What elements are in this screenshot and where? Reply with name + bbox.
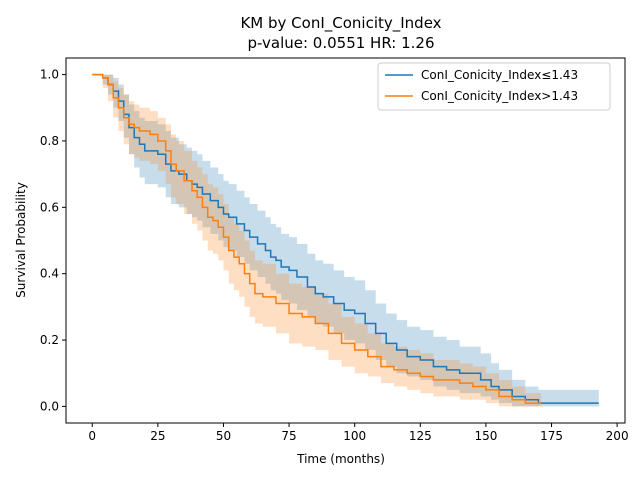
x-axis-ticks: 0 25 50 75 100 125 150 175 200 bbox=[88, 423, 629, 443]
y-axis-label: Survival Probability bbox=[14, 182, 28, 298]
x-tick-label: 25 bbox=[150, 429, 165, 443]
x-tick-label: 100 bbox=[343, 429, 366, 443]
km-curve-series-1 bbox=[92, 73, 542, 404]
legend-entry-series-1: ConI_Conicity_Index>1.43 bbox=[421, 89, 578, 103]
x-tick-label: 125 bbox=[409, 429, 432, 443]
x-tick-label: 75 bbox=[281, 429, 296, 443]
ci-band-series-0 bbox=[92, 74, 599, 407]
x-tick-label: 0 bbox=[88, 429, 96, 443]
x-tick-label: 175 bbox=[540, 429, 563, 443]
legend-box bbox=[377, 62, 611, 111]
km-curve-series-0 bbox=[92, 73, 599, 404]
y-tick-label: 1.0 bbox=[40, 68, 59, 82]
y-tick-label: 0.0 bbox=[40, 399, 59, 413]
confidence-bands bbox=[92, 74, 599, 407]
plot-area bbox=[92, 73, 599, 407]
x-tick-label: 50 bbox=[216, 429, 231, 443]
legend: ConI_Conicity_Index≤1.43 ConI_Conicity_I… bbox=[377, 62, 611, 111]
ci-band-series-1 bbox=[92, 74, 542, 407]
y-tick-label: 0.4 bbox=[40, 267, 59, 281]
y-tick-label: 0.6 bbox=[40, 200, 59, 214]
y-tick-label: 0.2 bbox=[40, 333, 59, 347]
survival-curves bbox=[92, 73, 599, 404]
x-tick-label: 200 bbox=[606, 429, 629, 443]
legend-entry-series-0: ConI_Conicity_Index≤1.43 bbox=[421, 68, 578, 82]
chart-title: KM by ConI_Conicity_Index bbox=[240, 14, 441, 33]
x-tick-label: 150 bbox=[474, 429, 497, 443]
plot-frame bbox=[65, 57, 626, 424]
x-axis-label: Time (months) bbox=[296, 452, 385, 466]
chart-subtitle: p-value: 0.0551 HR: 1.26 bbox=[247, 34, 434, 52]
y-tick-label: 0.8 bbox=[40, 134, 59, 148]
y-axis-ticks: 0.0 0.2 0.4 0.6 0.8 1.0 bbox=[40, 68, 66, 413]
